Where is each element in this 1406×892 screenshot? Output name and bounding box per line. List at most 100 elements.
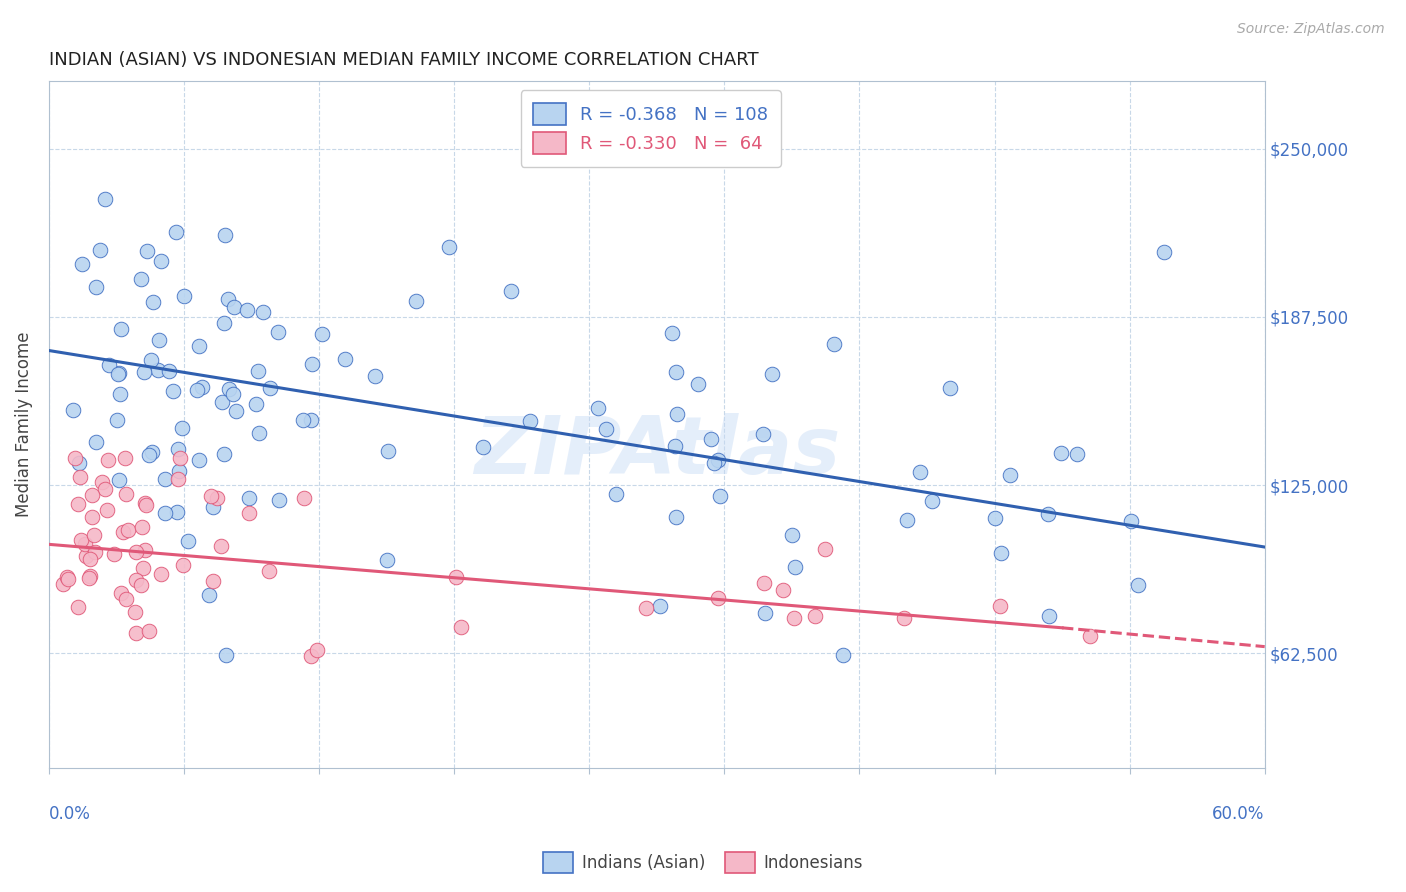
Point <box>666 407 689 421</box>
Point <box>1038 608 1060 623</box>
Point <box>187 339 209 353</box>
Point <box>1153 245 1175 260</box>
Point <box>988 599 1011 613</box>
Point <box>823 336 845 351</box>
Text: 0.0%: 0.0% <box>49 805 91 823</box>
Point <box>648 599 671 614</box>
Point <box>83 527 105 541</box>
Y-axis label: Median Family Income: Median Family Income <box>15 332 32 517</box>
Point <box>79 569 101 583</box>
Point <box>207 491 229 505</box>
Point <box>238 491 260 506</box>
Point <box>998 467 1021 482</box>
Point <box>138 448 160 462</box>
Point <box>66 496 89 510</box>
Point <box>165 225 187 239</box>
Point <box>172 558 194 572</box>
Point <box>63 451 86 466</box>
Point <box>157 363 180 377</box>
Point <box>214 228 236 243</box>
Point <box>84 280 107 294</box>
Text: 60.0%: 60.0% <box>1212 805 1265 823</box>
Point <box>636 600 658 615</box>
Point <box>202 574 225 588</box>
Point <box>110 322 132 336</box>
Point <box>191 380 214 394</box>
Point <box>472 440 495 454</box>
Point <box>67 456 90 470</box>
Point <box>595 422 617 436</box>
Point <box>814 541 837 556</box>
Point <box>89 243 111 257</box>
Point <box>132 365 155 379</box>
Point <box>186 383 208 397</box>
Point <box>84 435 107 450</box>
Text: Source: ZipAtlas.com: Source: ZipAtlas.com <box>1237 22 1385 37</box>
Point <box>108 473 131 487</box>
Point <box>333 352 356 367</box>
Point <box>707 591 730 606</box>
Point <box>146 362 169 376</box>
Point <box>115 592 138 607</box>
Point <box>519 414 541 428</box>
Point <box>686 376 709 391</box>
Point <box>364 368 387 383</box>
Point <box>142 294 165 309</box>
Point <box>131 272 153 286</box>
Point <box>269 492 291 507</box>
Point <box>703 456 725 470</box>
Point <box>783 611 806 625</box>
Point <box>110 586 132 600</box>
Text: ZIPAtlas: ZIPAtlas <box>474 413 839 491</box>
Point <box>499 284 522 298</box>
Point <box>236 303 259 318</box>
Point <box>665 510 688 524</box>
Point <box>200 489 222 503</box>
Point <box>245 396 267 410</box>
Text: INDIAN (ASIAN) VS INDONESIAN MEDIAN FAMILY INCOME CORRELATION CHART: INDIAN (ASIAN) VS INDONESIAN MEDIAN FAMI… <box>49 51 759 69</box>
Point <box>80 488 103 502</box>
Point <box>292 491 315 505</box>
Point <box>301 357 323 371</box>
Point <box>706 453 728 467</box>
Point <box>132 561 155 575</box>
Point <box>79 552 101 566</box>
Point <box>141 445 163 459</box>
Point <box>134 496 156 510</box>
Point <box>921 494 943 508</box>
Point <box>299 413 322 427</box>
Point <box>139 353 162 368</box>
Point <box>375 553 398 567</box>
Point <box>62 403 84 417</box>
Point <box>761 367 783 381</box>
Point <box>266 325 288 339</box>
Point <box>1049 446 1071 460</box>
Point <box>752 576 775 591</box>
Point <box>896 513 918 527</box>
Point <box>97 453 120 467</box>
Point <box>1078 629 1101 643</box>
Point <box>52 576 75 591</box>
Point <box>56 572 79 586</box>
Point <box>167 472 190 486</box>
Point <box>80 510 103 524</box>
Point <box>150 253 173 268</box>
Point <box>218 382 240 396</box>
Point <box>377 444 399 458</box>
Point <box>110 387 132 401</box>
Point <box>586 401 609 415</box>
Point <box>214 648 236 662</box>
Point <box>212 447 235 461</box>
Point <box>209 539 232 553</box>
Point <box>222 387 245 401</box>
Point <box>67 599 90 614</box>
Point <box>990 546 1012 560</box>
Point <box>225 404 247 418</box>
Point <box>114 451 136 466</box>
Point <box>783 560 806 574</box>
Point <box>238 506 260 520</box>
Point <box>135 244 157 258</box>
Point <box>176 533 198 548</box>
Point <box>94 482 117 496</box>
Point <box>170 421 193 435</box>
